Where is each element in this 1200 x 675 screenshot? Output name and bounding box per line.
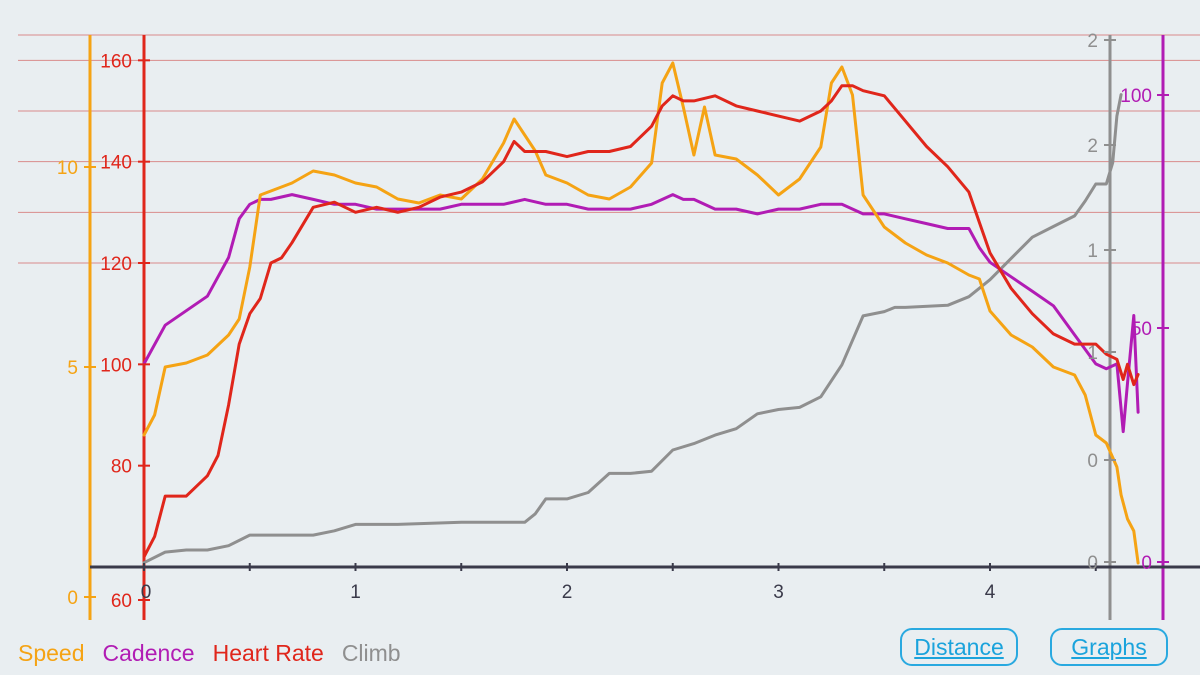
axes — [88, 35, 1200, 620]
series-line-speed — [142, 61, 1140, 565]
speed-tick-label: 5 — [67, 358, 78, 379]
climb-tick-label: 1 — [1087, 343, 1098, 364]
x-tick-label: 1 — [350, 582, 361, 603]
series-lines — [142, 61, 1140, 565]
series-line-climb — [142, 93, 1123, 565]
x-tick-label: 3 — [773, 582, 784, 603]
heart-rate-tick-label: 60 — [111, 591, 132, 612]
climb-tick-label: 1 — [1087, 241, 1098, 262]
climb-tick-label: 2 — [1087, 136, 1098, 157]
cadence-tick-label: 100 — [1120, 86, 1152, 107]
speed-tick-label: 10 — [57, 158, 78, 179]
legend-heart-rate: Heart Rate — [212, 640, 324, 666]
legend-climb: Climb — [341, 640, 401, 666]
heart-rate-tick-label: 120 — [100, 254, 132, 275]
distance-button[interactable]: Distance — [900, 628, 1018, 666]
series-line-cadence — [142, 193, 1140, 434]
grid-lines — [18, 34, 1200, 264]
legend-cadence: Cadence — [102, 640, 195, 666]
legend: Speed Cadence Heart Rate Climb — [18, 640, 401, 667]
climb-tick-label: 0 — [1087, 553, 1098, 574]
heart-rate-tick-label: 100 — [100, 355, 132, 376]
series-line-heart-rate — [142, 84, 1140, 559]
legend-speed: Speed — [18, 640, 85, 666]
climb-tick-label: 0 — [1087, 451, 1098, 472]
x-tick-label: 4 — [985, 582, 996, 603]
x-tick-label: 0 — [141, 582, 152, 603]
x-tick-label: 2 — [562, 582, 573, 603]
heart-rate-tick-label: 80 — [111, 457, 132, 478]
graphs-button[interactable]: Graphs — [1050, 628, 1168, 666]
climb-tick-label: 2 — [1087, 31, 1098, 52]
heart-rate-tick-label: 140 — [100, 153, 132, 174]
cadence-tick-label: 50 — [1131, 319, 1152, 340]
heart-rate-tick-label: 160 — [100, 51, 132, 72]
cadence-tick-label: 0 — [1141, 553, 1152, 574]
tick-labels: 0 1 2 3 4 0 5 10 60 80 100 120 140 160 0 0 1 1 2 2 0 50 100 — [57, 31, 1169, 612]
speed-tick-label: 0 — [67, 588, 78, 609]
